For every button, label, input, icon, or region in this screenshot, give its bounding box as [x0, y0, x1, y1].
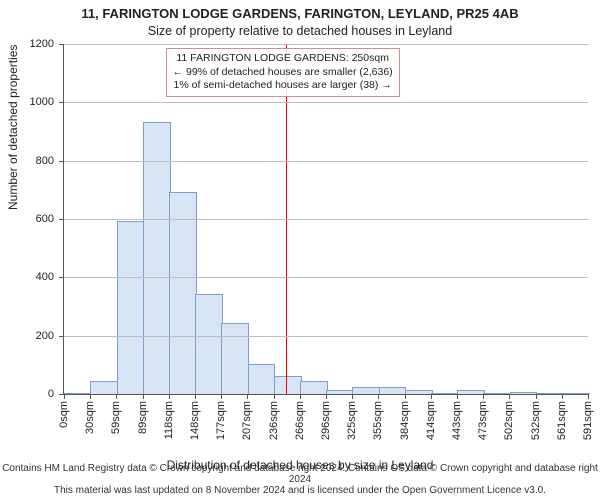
x-tick-label: 473sqm [477, 401, 489, 440]
property-size-histogram: 11, FARINGTON LODGE GARDENS, FARINGTON, … [0, 0, 600, 500]
y-tick-label: 400 [36, 271, 54, 283]
y-tick-mark [59, 44, 64, 45]
histogram-bar [169, 192, 197, 394]
histogram-bar [143, 122, 171, 394]
x-tick-label: 207sqm [241, 401, 253, 440]
annotation-line1: 11 FARINGTON LODGE GARDENS: 250sqm [173, 52, 393, 66]
histogram-bar [117, 221, 145, 394]
annotation-line3: 1% of semi-detached houses are larger (3… [173, 79, 393, 93]
y-tick-label: 800 [36, 155, 54, 167]
x-tick-mark [116, 394, 117, 399]
x-tick-label: 414sqm [425, 401, 437, 440]
histogram-bar [326, 390, 354, 394]
x-tick-mark [300, 394, 301, 399]
y-tick-label: 1000 [30, 96, 54, 108]
y-axis-label: Number of detached properties [6, 45, 20, 210]
histogram-bar [274, 376, 302, 395]
histogram-bar [431, 393, 459, 394]
annotation-callout: 11 FARINGTON LODGE GARDENS: 250sqm ← 99%… [166, 48, 400, 97]
histogram-bar [352, 387, 380, 394]
x-tick-mark [431, 394, 432, 399]
x-tick-label: 118sqm [163, 401, 175, 439]
y-gridline [64, 336, 588, 337]
x-tick-label: 325sqm [346, 401, 358, 440]
y-tick-mark [59, 219, 64, 220]
x-tick-label: 443sqm [451, 401, 463, 440]
x-tick-label: 30sqm [84, 401, 96, 434]
histogram-bar [405, 390, 433, 394]
y-gridline [64, 161, 588, 162]
x-tick-label: 89sqm [137, 401, 149, 434]
x-tick-label: 355sqm [372, 401, 384, 440]
y-tick-mark [59, 336, 64, 337]
histogram-bar [562, 393, 590, 394]
x-tick-mark [169, 394, 170, 399]
chart-subtitle: Size of property relative to detached ho… [0, 24, 600, 38]
x-tick-label: 236sqm [268, 401, 280, 440]
histogram-bar [248, 364, 276, 394]
y-tick-label: 0 [48, 388, 54, 400]
x-tick-mark [588, 394, 589, 399]
x-tick-mark [247, 394, 248, 399]
x-tick-mark [562, 394, 563, 399]
x-tick-label: 591sqm [582, 401, 594, 440]
y-gridline [64, 44, 588, 45]
x-tick-label: 177sqm [215, 401, 227, 440]
histogram-bar [510, 392, 538, 394]
histogram-bar [221, 323, 249, 394]
y-tick-mark [59, 102, 64, 103]
histogram-bar [536, 393, 564, 394]
x-tick-mark [90, 394, 91, 399]
histogram-bar [457, 390, 485, 394]
x-tick-label: 148sqm [189, 401, 201, 440]
x-tick-label: 296sqm [320, 401, 332, 440]
chart-title-address: 11, FARINGTON LODGE GARDENS, FARINGTON, … [0, 6, 600, 21]
histogram-bar [90, 381, 118, 394]
x-tick-label: 502sqm [503, 401, 515, 440]
x-tick-mark [221, 394, 222, 399]
x-tick-label: 532sqm [530, 401, 542, 440]
x-tick-mark [405, 394, 406, 399]
x-tick-mark [195, 394, 196, 399]
histogram-bar [195, 294, 223, 394]
y-tick-label: 600 [36, 213, 54, 225]
histogram-bar [300, 381, 328, 394]
plot-area: 11 FARINGTON LODGE GARDENS: 250sqm ← 99%… [63, 44, 588, 395]
x-tick-mark [64, 394, 65, 399]
histogram-bar [483, 393, 511, 394]
y-gridline [64, 219, 588, 220]
histogram-bar [64, 393, 92, 394]
y-gridline [64, 277, 588, 278]
x-tick-mark [274, 394, 275, 399]
annotation-line2: ← 99% of detached houses are smaller (2,… [173, 66, 393, 80]
x-tick-mark [326, 394, 327, 399]
x-tick-mark [536, 394, 537, 399]
x-tick-mark [378, 394, 379, 399]
x-tick-mark [457, 394, 458, 399]
x-tick-mark [143, 394, 144, 399]
x-tick-mark [509, 394, 510, 399]
x-tick-mark [483, 394, 484, 399]
x-tick-label: 266sqm [294, 401, 306, 440]
x-tick-label: 384sqm [399, 401, 411, 440]
y-tick-label: 200 [36, 330, 54, 342]
x-tick-label: 561sqm [556, 401, 568, 440]
attribution-text: Contains HM Land Registry data © Crown c… [0, 463, 600, 496]
y-tick-mark [59, 277, 64, 278]
x-tick-mark [352, 394, 353, 399]
y-tick-label: 1200 [30, 38, 54, 50]
x-tick-label: 59sqm [110, 401, 122, 434]
histogram-bar [379, 387, 407, 394]
y-gridline [64, 102, 588, 103]
y-tick-mark [59, 161, 64, 162]
x-tick-label: 0sqm [58, 401, 70, 428]
